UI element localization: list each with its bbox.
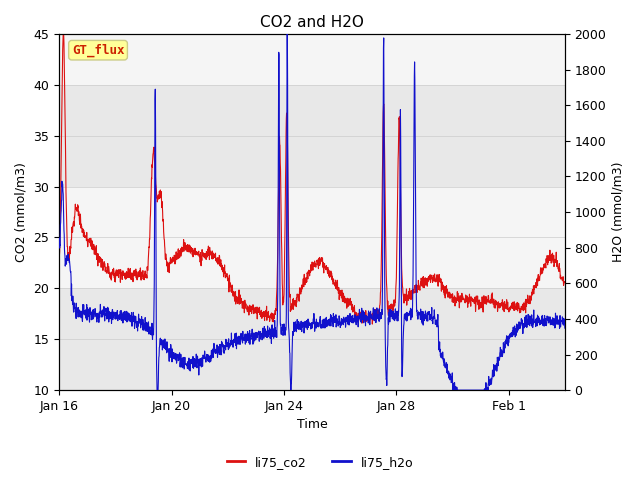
Bar	[59, 288, 565, 390]
Bar	[59, 0, 565, 85]
Y-axis label: CO2 (mmol/m3): CO2 (mmol/m3)	[15, 162, 28, 262]
Bar	[59, 187, 565, 288]
Legend: li75_co2, li75_h2o: li75_co2, li75_h2o	[221, 451, 419, 474]
X-axis label: Time: Time	[296, 419, 328, 432]
Bar	[59, 85, 565, 187]
Text: GT_flux: GT_flux	[72, 44, 124, 57]
Y-axis label: H2O (mmol/m3): H2O (mmol/m3)	[612, 162, 625, 262]
Title: CO2 and H2O: CO2 and H2O	[260, 15, 364, 30]
